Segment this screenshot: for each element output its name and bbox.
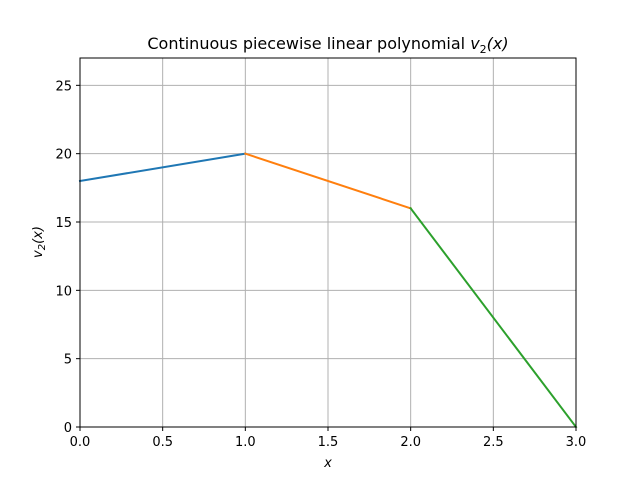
y-tick-label: 15 (55, 216, 72, 231)
x-tick-label: 0.5 (152, 435, 173, 450)
y-axis-label-suffix: (x) (31, 226, 46, 244)
y-axis-label-subscript: 2 (37, 244, 48, 250)
title-var: v (470, 34, 480, 53)
y-axis-label-var: v (31, 250, 46, 258)
series-line-3 (409, 206, 578, 429)
x-tick-label: 1.0 (235, 435, 256, 450)
title-prefix: Continuous piecewise linear polynomial (147, 34, 470, 53)
series-line-2 (244, 152, 412, 210)
x-tick-label: 1.5 (318, 435, 339, 450)
y-tick-label: 25 (55, 79, 72, 94)
x-tick-label: 3.0 (566, 435, 587, 450)
chart-title: Continuous piecewise linear polynomial v… (147, 34, 508, 56)
title-suffix: (x) (487, 34, 509, 53)
x-axis-label: x (323, 456, 332, 471)
x-tick-label: 0.0 (70, 435, 91, 450)
y-tick-label: 10 (55, 284, 72, 299)
series-line-1 (78, 152, 247, 183)
axis-ticks: 0.0 0.5 1.0 1.5 2.0 2.5 3.0 0 5 10 15 20 25 (55, 79, 586, 450)
title-subscript: 2 (480, 43, 487, 56)
y-tick-label: 0 (64, 421, 72, 436)
y-tick-label: 20 (55, 148, 72, 163)
x-tick-label: 2.5 (483, 435, 504, 450)
y-axis-label: v2(x) (31, 226, 48, 258)
grid-lines (79, 58, 577, 428)
y-tick-label: 5 (64, 353, 72, 368)
series-lines (78, 152, 578, 429)
x-tick-label: 2.0 (400, 435, 421, 450)
